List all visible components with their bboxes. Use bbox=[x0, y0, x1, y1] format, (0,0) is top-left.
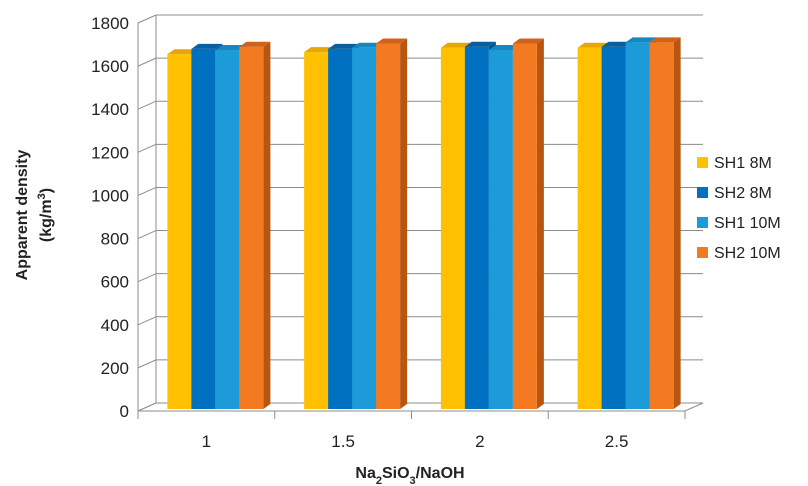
legend-swatch bbox=[697, 217, 708, 228]
x-tick-label: 1.5 bbox=[331, 432, 355, 451]
bar-front bbox=[239, 46, 264, 409]
x-tick-label: 1 bbox=[202, 432, 211, 451]
y-tick-label: 1400 bbox=[91, 100, 129, 119]
bar-top bbox=[304, 47, 336, 53]
legend-item: SH1 10M bbox=[697, 215, 781, 232]
legend-label: SH2 8M bbox=[714, 185, 772, 202]
gridline-side bbox=[137, 359, 157, 369]
bar-front bbox=[376, 43, 401, 409]
y-tick-label: 1600 bbox=[91, 57, 129, 76]
y-axis-title-line1: Apparent density bbox=[14, 150, 31, 281]
bar-side bbox=[536, 38, 544, 409]
legend-item: SH1 8M bbox=[697, 155, 772, 172]
bar-top bbox=[352, 42, 384, 48]
y-tick-label: 0 bbox=[120, 402, 129, 421]
bar bbox=[512, 38, 544, 409]
bar-side bbox=[400, 38, 408, 409]
x-axis-title-part2: SiO bbox=[382, 465, 410, 482]
y-tick-label: 600 bbox=[101, 273, 129, 292]
bar-top bbox=[601, 41, 633, 47]
x-axis-title-text: Na2SiO3/NaOH bbox=[355, 465, 464, 486]
y-tick-label: 800 bbox=[101, 230, 129, 249]
gridline-side bbox=[137, 186, 157, 196]
gridline-side bbox=[137, 57, 157, 67]
bar-front bbox=[304, 52, 329, 409]
bar-top bbox=[512, 38, 544, 44]
bar-top bbox=[167, 49, 199, 55]
bar-front bbox=[328, 48, 353, 409]
gridline-side bbox=[137, 14, 157, 24]
legend-swatch bbox=[697, 157, 708, 168]
bar-front bbox=[464, 46, 489, 409]
bar-top bbox=[440, 42, 472, 48]
bar-top bbox=[577, 42, 609, 48]
gridline-side bbox=[137, 316, 157, 326]
y-axis-title-unit-post: ) bbox=[38, 188, 55, 193]
x-axis-title-sub2: 3 bbox=[410, 475, 416, 486]
y-tick-label: 1800 bbox=[91, 14, 129, 33]
y-tick-label: 1000 bbox=[91, 186, 129, 205]
x-axis-title-part1: Na bbox=[355, 465, 376, 482]
bar-front bbox=[577, 47, 602, 410]
legend-item: SH2 10M bbox=[697, 245, 781, 262]
legend-label: SH1 10M bbox=[714, 215, 781, 232]
bar-top bbox=[488, 44, 520, 50]
legend: SH1 8M SH2 8M SH1 10M SH2 10M bbox=[697, 155, 781, 262]
bar-top bbox=[625, 37, 657, 43]
bar-top bbox=[376, 38, 408, 44]
y-axis-title-line2: (kg/m3) bbox=[36, 188, 55, 242]
gridline-side bbox=[137, 273, 157, 283]
bar-top bbox=[239, 41, 271, 47]
gridline-side bbox=[137, 143, 157, 153]
bars bbox=[167, 37, 681, 410]
legend-item: SH2 8M bbox=[697, 185, 772, 202]
x-tick-label: 2 bbox=[475, 432, 484, 451]
bar-front bbox=[649, 42, 674, 410]
bar-front bbox=[440, 47, 465, 410]
legend-label: SH1 8M bbox=[714, 155, 772, 172]
bar-front bbox=[352, 47, 377, 410]
y-axis-title-unit-sup: 3 bbox=[36, 193, 48, 199]
x-axis-title-part3: /NaOH bbox=[416, 465, 465, 482]
bar-top bbox=[464, 41, 496, 47]
bar-side bbox=[673, 37, 681, 410]
gridline-side bbox=[137, 100, 157, 110]
bar bbox=[376, 38, 408, 409]
floor bbox=[137, 402, 704, 412]
x-axis-title: Na2SiO3/NaOH bbox=[355, 465, 464, 486]
bar-front bbox=[625, 42, 650, 410]
bar-top bbox=[328, 43, 360, 49]
x-axis-title-sub1: 2 bbox=[376, 475, 382, 486]
legend-swatch bbox=[697, 247, 708, 258]
bar-side bbox=[263, 41, 271, 409]
y-axis-title-unit-pre: (kg/m bbox=[38, 199, 55, 242]
bar-front bbox=[191, 48, 216, 409]
y-tick-label: 400 bbox=[101, 316, 129, 335]
legend-label: SH2 10M bbox=[714, 245, 781, 262]
x-tick-label: 2.5 bbox=[605, 432, 629, 451]
bar-front bbox=[512, 43, 537, 409]
bar-top bbox=[649, 37, 681, 43]
bar-top bbox=[191, 43, 223, 49]
legend-swatch bbox=[697, 187, 708, 198]
bar-front bbox=[601, 46, 626, 409]
bar-front bbox=[167, 54, 192, 409]
y-tick-label: 200 bbox=[101, 359, 129, 378]
y-axis-title: Apparent density (kg/m3) bbox=[14, 150, 55, 281]
bar-front bbox=[488, 49, 513, 409]
bar bbox=[649, 37, 681, 410]
y-axis: 0 200 400 600 800 1000 1200 1400 1600 1800 bbox=[91, 14, 139, 421]
gridline-side bbox=[137, 230, 157, 240]
bar-front bbox=[215, 49, 240, 409]
bar-top bbox=[215, 44, 247, 50]
y-tick-label: 1200 bbox=[91, 143, 129, 162]
x-axis: 1 1.5 2 2.5 bbox=[137, 411, 686, 451]
bar bbox=[239, 41, 271, 409]
